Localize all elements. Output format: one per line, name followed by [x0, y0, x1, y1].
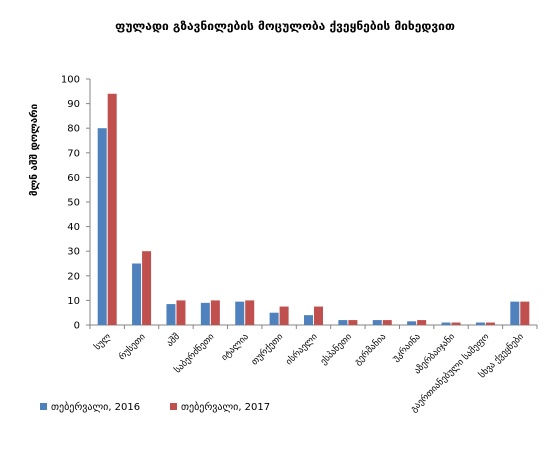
bar-series-1: [235, 301, 245, 325]
bar-series-2: [417, 320, 427, 325]
bar-series-2: [314, 306, 323, 325]
bar-series-1: [441, 322, 451, 325]
x-tick-label: რუსეთი: [117, 331, 148, 362]
y-axis-label: მლნ აშშ დოლარი: [28, 103, 40, 196]
bar-series-1: [510, 301, 520, 325]
bar-series-1: [200, 302, 210, 325]
y-tick-label: 10: [67, 296, 80, 307]
y-tick-label: 30: [67, 247, 80, 258]
bar-series-1: [475, 322, 485, 325]
x-tick-label: ესპანეთი: [318, 331, 354, 367]
axes: [86, 78, 538, 329]
y-tick-label: 90: [67, 99, 80, 110]
y-tick-labels: 0 10 20 30 40 50 60 70 80 90 100: [61, 75, 80, 332]
bar-series-2: [520, 301, 530, 325]
y-tick-label: 80: [67, 124, 80, 135]
bar-series-1: [372, 320, 382, 325]
legend-label: თებერვალი, 2017: [181, 401, 270, 413]
bars: [97, 93, 530, 325]
bar-series-1: [304, 315, 313, 325]
bar-series-1: [338, 320, 348, 325]
legend-swatch: [40, 403, 47, 410]
y-tick-label: 0: [74, 321, 80, 332]
x-tick-label: აშშ: [164, 331, 182, 349]
bar-series-1: [97, 128, 107, 325]
y-tick-label: 100: [61, 75, 80, 86]
legend-label: თებერვალი, 2016: [51, 401, 140, 413]
bar-series-2: [485, 322, 495, 325]
x-tick-label: იტალია: [220, 332, 251, 363]
bar-series-2: [107, 93, 117, 325]
bar-series-2: [210, 300, 220, 325]
y-tick-label: 60: [67, 173, 80, 184]
bar-series-2: [451, 322, 461, 325]
y-tick-label: 20: [67, 271, 80, 282]
bar-series-2: [245, 300, 255, 325]
legend-swatch: [170, 403, 177, 410]
y-tick-label: 50: [67, 198, 80, 209]
bar-series-1: [166, 304, 176, 325]
bar-series-1: [407, 321, 417, 325]
x-tick-label: სულ: [92, 331, 113, 352]
x-tick-label: თურქეთი: [249, 331, 285, 367]
x-tick-label: ისრაელი: [284, 331, 320, 367]
x-tick-label: უკრაინა: [390, 331, 423, 364]
bar-series-1: [132, 263, 142, 325]
bar-series-2: [142, 251, 152, 325]
y-tick-label: 70: [67, 148, 80, 159]
bar-series-2: [279, 306, 289, 325]
bar-series-1: [269, 312, 279, 325]
y-tick-label: 40: [67, 222, 80, 233]
bar-series-2: [348, 320, 358, 325]
bar-series-2: [176, 300, 186, 325]
legend: თებერვალი, 2016 თებერვალი, 2017: [40, 401, 270, 413]
chart-title: ფულადი გზავნილების მოცულობა ქვეყნების მი…: [115, 19, 455, 33]
x-tick-label: გერმანია: [352, 331, 388, 367]
bar-series-2: [382, 320, 392, 325]
